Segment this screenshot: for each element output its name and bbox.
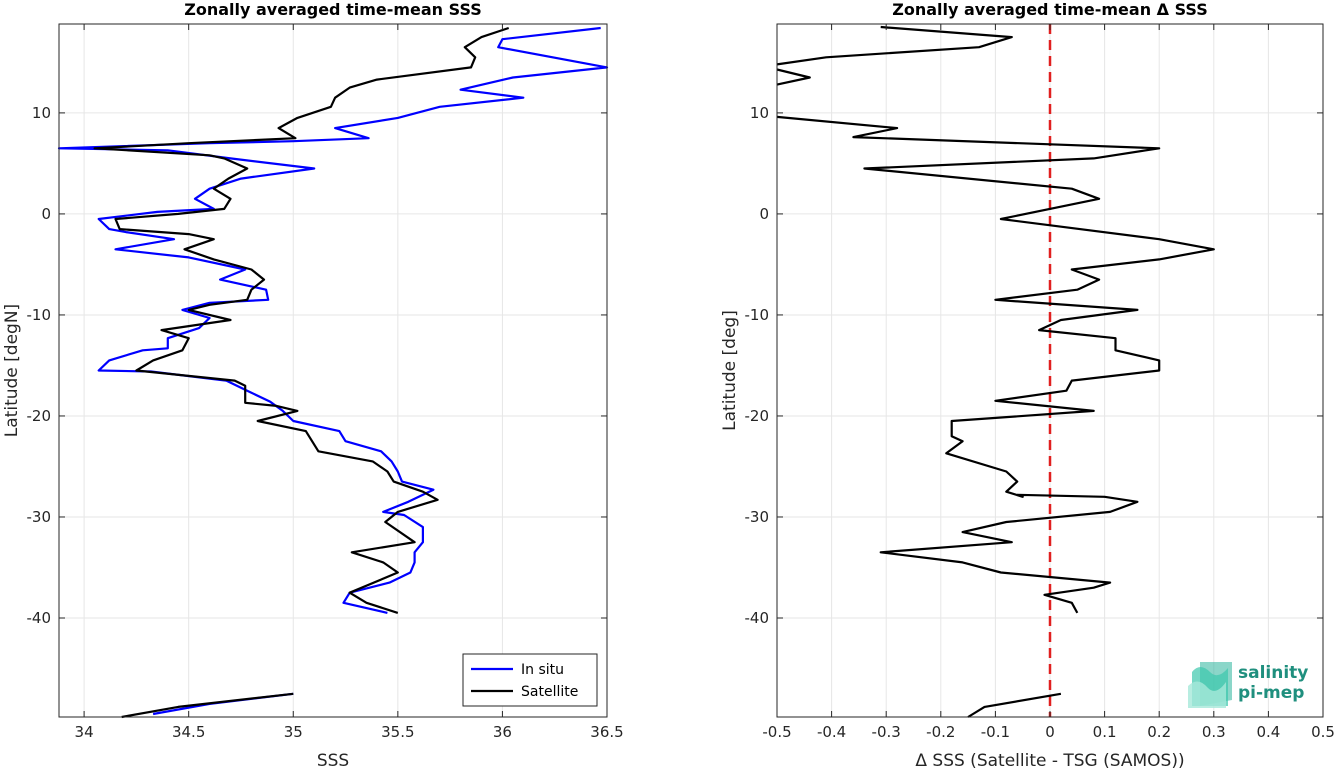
y-axis-label: Latitude [deg] xyxy=(720,310,740,431)
x-tick-label: 0.1 xyxy=(1093,723,1117,741)
x-tick-label: 0.4 xyxy=(1256,723,1280,741)
y-tick-label: -30 xyxy=(27,508,52,526)
x-axis-label: Δ SSS (Satellite - TSG (SAMOS)) xyxy=(915,751,1184,769)
x-tick-label: 0.3 xyxy=(1202,723,1226,741)
x-tick-label: 34 xyxy=(75,723,94,741)
logo-line2: pi-mep xyxy=(1238,683,1304,703)
x-axis-label: SSS xyxy=(317,751,349,769)
x-tick-label: 0.2 xyxy=(1147,723,1171,741)
legend-label-satellite: Satellite xyxy=(521,684,578,700)
series-line-satellite-seg0 xyxy=(93,26,510,614)
x-tick-label: 35 xyxy=(284,723,303,741)
x-tick-label: -0.4 xyxy=(817,723,846,741)
y-tick-label: -20 xyxy=(27,407,52,425)
x-tick-label: 34.5 xyxy=(172,723,205,741)
axes-frame xyxy=(58,23,608,718)
y-tick-label: -30 xyxy=(745,508,770,526)
series-line-delta-seg1 xyxy=(776,68,811,86)
series-line-delta-seg3 xyxy=(967,692,1062,718)
y-tick-label: -40 xyxy=(745,609,770,627)
legend-label-in-situ: In situ xyxy=(521,662,564,678)
y-tick-label: 0 xyxy=(41,205,51,223)
y-tick-label: -20 xyxy=(745,407,770,425)
x-tick-label: 36 xyxy=(493,723,512,741)
logo-wave-icon xyxy=(1188,662,1232,708)
y-tick-label: 10 xyxy=(750,104,769,122)
y-tick-label: -10 xyxy=(27,306,52,324)
y-axis-label: Latitude [degN] xyxy=(2,304,22,437)
chart-title: Zonally averaged time-mean SSS xyxy=(184,0,482,19)
x-tick-label: -0.5 xyxy=(762,723,791,741)
salinity-pi-mep-logo: salinity pi-mep xyxy=(1188,662,1308,708)
x-tick-label: -0.1 xyxy=(981,723,1010,741)
logo-line1: salinity xyxy=(1238,663,1308,683)
series-line-delta-seg0 xyxy=(776,25,1013,66)
y-tick-label: 10 xyxy=(32,104,51,122)
x-tick-label: 36.5 xyxy=(590,723,623,741)
x-tick-label: 0.5 xyxy=(1311,723,1335,741)
y-tick-label: -10 xyxy=(745,306,770,324)
x-tick-label: -0.3 xyxy=(872,723,901,741)
y-tick-label: 0 xyxy=(759,205,769,223)
panel-delta-sss: -0.5 -0.4 -0.3 -0.2 -0.1 0 0.1 0.2 0.3 0.4 0.5 -40 -… xyxy=(720,0,1335,769)
series-line-satellite-seg1 xyxy=(121,692,294,719)
x-tick-label: -0.2 xyxy=(926,723,955,741)
legend-box xyxy=(462,653,598,707)
x-tick-label: 0 xyxy=(1045,723,1055,741)
x-tick-label: 35.5 xyxy=(381,723,414,741)
series-line-delta-seg2 xyxy=(776,115,1215,614)
panel-sss: 34 34.5 35 35.5 36 36.5 -40 -30 -20 -10 0 10 Zonally… xyxy=(2,0,624,769)
y-tick-label: -40 xyxy=(27,609,52,627)
chart-title: Zonally averaged time-mean Δ SSS xyxy=(892,0,1208,19)
series-line-in-situ-seg0 xyxy=(57,26,609,614)
